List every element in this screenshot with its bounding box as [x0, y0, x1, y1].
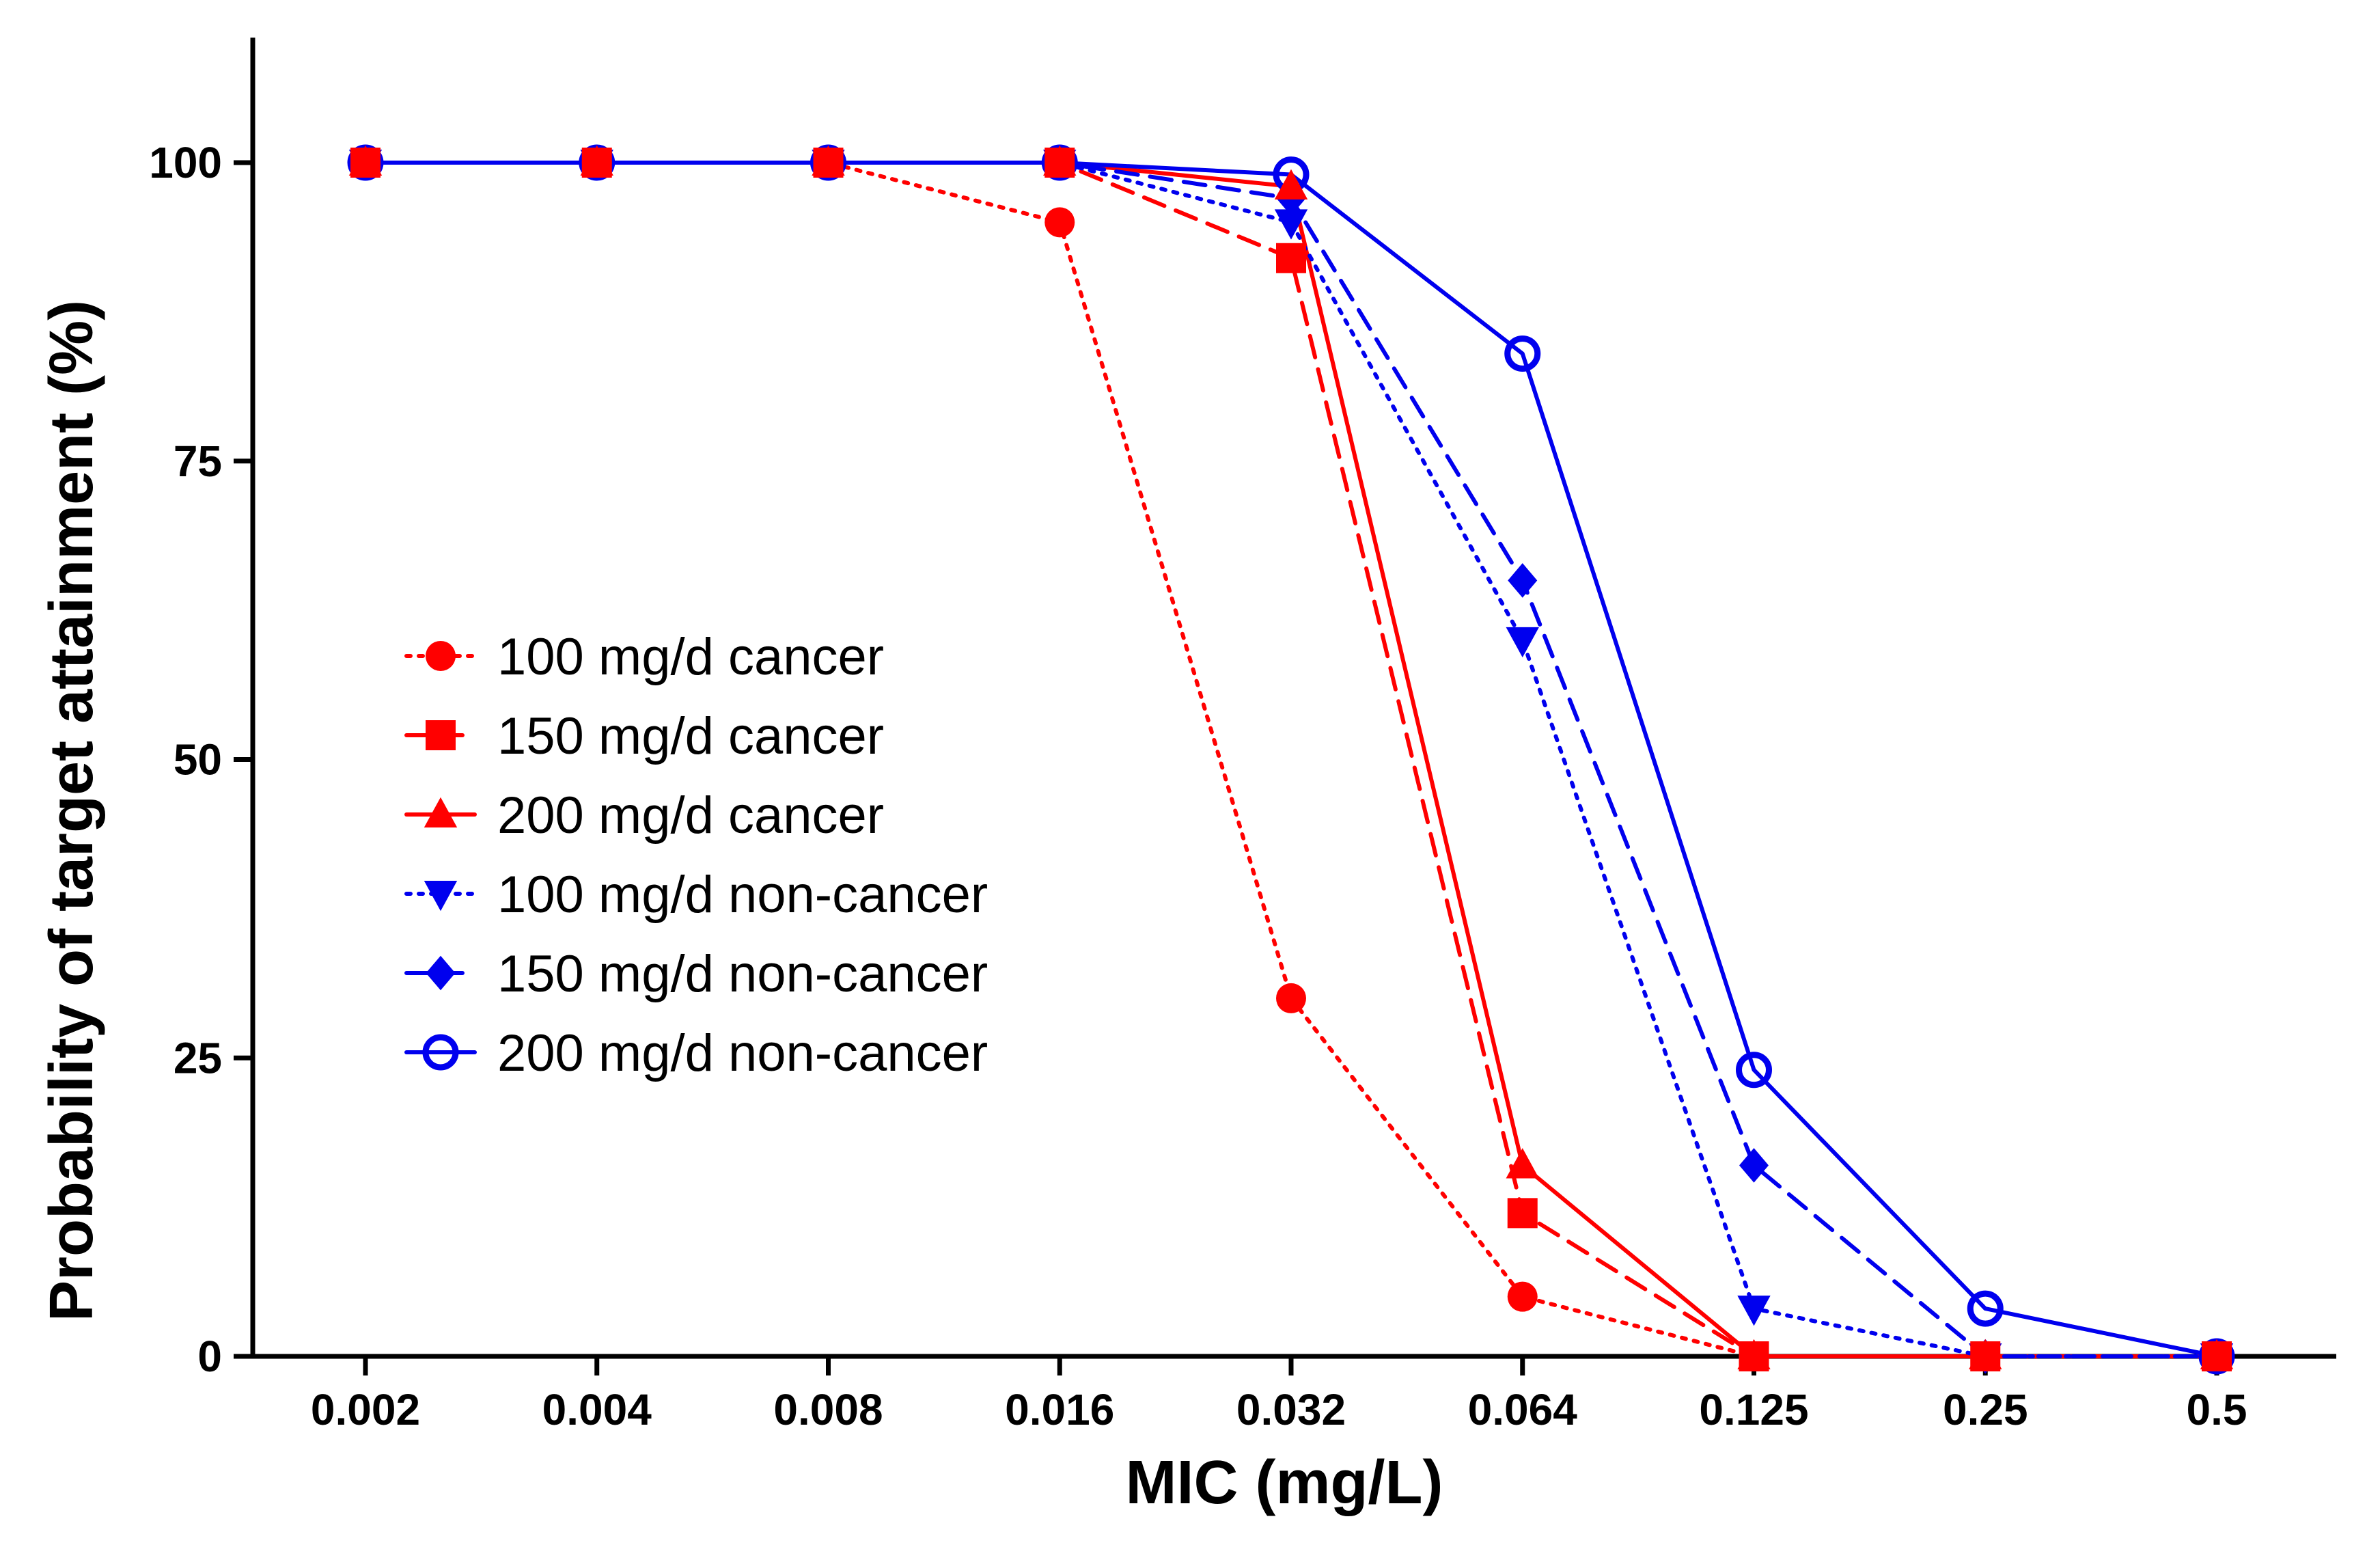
x-tick-label: 0.004 — [542, 1385, 652, 1434]
data-point — [1274, 209, 1308, 240]
data-point — [1736, 1052, 1772, 1089]
x-tick-label: 0.25 — [1943, 1385, 2028, 1434]
data-point — [1967, 1290, 2004, 1327]
data-point — [1276, 983, 1306, 1013]
x-tick-label: 0.064 — [1468, 1385, 1578, 1434]
series-markers — [347, 144, 2235, 1375]
y-tick-label: 0 — [197, 1332, 222, 1381]
y-tick-label: 75 — [174, 437, 222, 486]
x-tick-label: 0.008 — [773, 1385, 883, 1434]
data-point — [1969, 1339, 2002, 1369]
data-point — [1504, 336, 1541, 372]
legend-marker — [426, 641, 456, 671]
legend-label: 150 mg/d non-cancer — [497, 945, 988, 1003]
legend-label: 150 mg/d cancer — [497, 707, 884, 765]
legend-marker — [424, 797, 458, 827]
x-axis-title: MIC (mg/L) — [1126, 1449, 1443, 1517]
data-point — [1737, 1339, 1771, 1369]
tick-labels: 0 25 50 75 100 0.002 0.004 0.008 0.016 0.032 0.064… — [149, 138, 2247, 1434]
data-point — [580, 145, 613, 176]
data-point — [1274, 169, 1308, 200]
x-tick-label: 0.032 — [1236, 1385, 1346, 1434]
legend-label: 100 mg/d cancer — [497, 628, 884, 686]
data-point — [1506, 627, 1539, 658]
legend-marker — [426, 955, 456, 991]
legend-marker — [426, 720, 456, 750]
data-point — [1739, 1148, 1769, 1183]
legend-label: 100 mg/d non-cancer — [497, 866, 988, 924]
data-point — [1043, 145, 1077, 176]
legend: 100 mg/d cancer 150 mg/d cancer 200 mg/d c… — [404, 628, 988, 1082]
data-point — [1044, 207, 1075, 238]
axes — [234, 38, 2336, 1375]
y-tick-label: 100 — [149, 138, 222, 187]
y-axis-title: Probability of target attainment (%) — [38, 300, 106, 1322]
data-point — [1507, 1281, 1538, 1312]
legend-label: 200 mg/d non-cancer — [497, 1024, 988, 1082]
data-point — [1276, 243, 1306, 273]
y-tick-label: 50 — [174, 735, 222, 784]
x-tick-label: 0.125 — [1699, 1385, 1808, 1434]
data-point — [812, 145, 845, 176]
x-tick-label: 0.016 — [1005, 1385, 1114, 1434]
data-point — [1506, 1148, 1539, 1179]
data-point — [348, 145, 383, 176]
data-point — [1737, 1296, 1771, 1326]
legend-marker — [422, 1034, 459, 1071]
data-point — [1507, 1198, 1538, 1229]
data-point — [1508, 563, 1538, 598]
y-tick-label: 25 — [174, 1033, 222, 1082]
x-tick-label: 0.002 — [311, 1385, 420, 1434]
x-tick-label: 0.5 — [2187, 1385, 2247, 1434]
data-point — [2200, 1339, 2234, 1369]
legend-label: 200 mg/d cancer — [497, 786, 884, 845]
legend-marker — [424, 881, 458, 912]
